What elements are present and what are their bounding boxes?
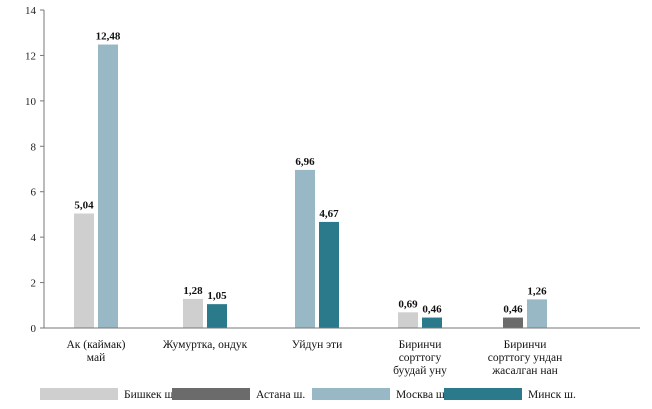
data-label: 12,48 bbox=[96, 31, 121, 43]
legend-swatch bbox=[444, 388, 522, 400]
y-tick-label: 6 bbox=[31, 187, 37, 199]
x-axis: Ак (каймак) май Жумуртка, ондук Уйдун эти Би… bbox=[44, 327, 640, 377]
x-category-label-line: Ак (каймак) bbox=[67, 339, 126, 351]
bar bbox=[422, 317, 442, 328]
legend-item: Москва ш. bbox=[312, 388, 448, 401]
data-label: 1,05 bbox=[207, 290, 227, 302]
bar bbox=[503, 317, 523, 328]
legend-swatch bbox=[172, 388, 250, 400]
data-label: 1,26 bbox=[527, 285, 547, 297]
legend-swatch bbox=[40, 388, 118, 400]
data-label: 0,69 bbox=[398, 298, 418, 310]
y-axis: 0 2 4 6 8 10 12 14 bbox=[25, 5, 45, 335]
bar bbox=[98, 44, 118, 328]
bar bbox=[527, 299, 547, 328]
legend-label: Астана ш. bbox=[256, 389, 305, 401]
x-category-label: Биринчи сорттогу ундан жасалган нан bbox=[488, 339, 562, 377]
bar bbox=[74, 213, 94, 328]
legend: Бишкек ш. Астана ш. Москва ш. Минск ш. bbox=[40, 388, 576, 401]
y-tick-label: 14 bbox=[25, 5, 37, 17]
bar bbox=[183, 298, 203, 328]
x-category-label-line: жасалган нан bbox=[491, 365, 558, 377]
x-category-label-line: Биринчи bbox=[399, 339, 442, 351]
y-tick-label: 0 bbox=[31, 323, 37, 335]
x-category-label-line: Биринчи bbox=[504, 339, 547, 351]
x-category-label: Биринчи сорттогу буудай уну bbox=[393, 339, 447, 377]
data-label: 1,28 bbox=[183, 285, 203, 297]
legend-label: Москва ш. bbox=[396, 389, 448, 401]
legend-item: Астана ш. bbox=[172, 388, 305, 401]
x-category-label-line: Уйдун эти bbox=[292, 339, 342, 351]
x-category-label: Уйдун эти bbox=[292, 339, 342, 351]
bar bbox=[398, 312, 418, 328]
legend-item: Бишкек ш. bbox=[40, 388, 176, 401]
bars bbox=[74, 44, 547, 328]
bar bbox=[319, 221, 339, 328]
value-labels: 5,04 12,48 1,28 1,05 6,96 4,67 0,69 0,46 0,46 1,2… bbox=[74, 31, 547, 316]
data-label: 0,46 bbox=[503, 304, 523, 316]
data-label: 5,04 bbox=[74, 200, 94, 212]
y-tick-label: 10 bbox=[25, 96, 37, 108]
x-category-label: Ак (каймак) май bbox=[67, 339, 126, 364]
bar bbox=[207, 304, 227, 328]
legend-swatch bbox=[312, 388, 390, 400]
x-category-label-line: сорттогу ундан bbox=[488, 352, 562, 364]
y-tick-label: 2 bbox=[31, 278, 37, 290]
y-tick-label: 12 bbox=[25, 50, 36, 62]
data-label: 0,46 bbox=[422, 304, 442, 316]
data-label: 4,67 bbox=[319, 208, 339, 220]
x-category-label-line: буудай уну bbox=[393, 365, 447, 377]
data-label: 6,96 bbox=[295, 156, 315, 168]
legend-label: Минск ш. bbox=[528, 389, 576, 401]
x-category-label-line: Жумуртка, ондук bbox=[163, 339, 248, 351]
legend-item: Минск ш. bbox=[444, 388, 576, 401]
x-category-label: Жумуртка, ондук bbox=[163, 339, 248, 351]
y-tick-label: 8 bbox=[31, 141, 37, 153]
y-tick-label: 4 bbox=[31, 232, 37, 244]
x-category-label-line: сорттогу bbox=[399, 352, 442, 364]
bar bbox=[295, 169, 315, 328]
x-category-label-line: май bbox=[87, 352, 105, 364]
legend-label: Бишкек ш. bbox=[124, 389, 176, 401]
